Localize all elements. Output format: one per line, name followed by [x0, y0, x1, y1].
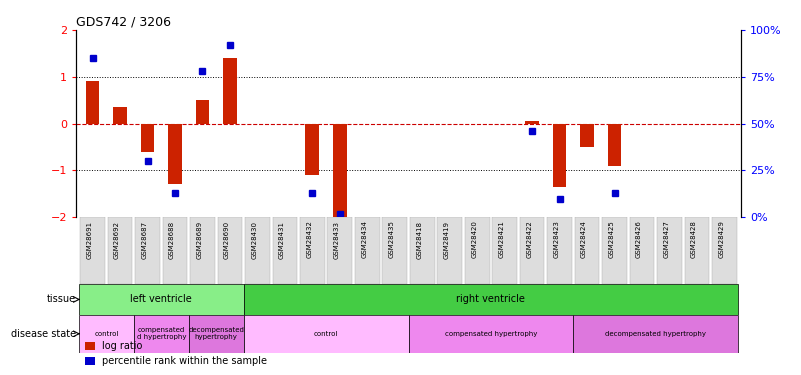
Text: GSM28433: GSM28433: [334, 220, 340, 259]
Text: GSM28421: GSM28421: [499, 220, 505, 258]
Bar: [355, 217, 380, 284]
Bar: [195, 100, 209, 124]
Bar: [333, 124, 347, 217]
Bar: [602, 217, 627, 284]
Text: GSM28427: GSM28427: [663, 220, 670, 258]
Bar: [245, 217, 270, 284]
Bar: [712, 217, 737, 284]
Text: GSM28691: GSM28691: [87, 220, 93, 259]
Bar: [244, 284, 739, 315]
Text: GSM28423: GSM28423: [553, 220, 560, 258]
Bar: [300, 217, 324, 284]
Bar: [547, 217, 572, 284]
Text: GSM28419: GSM28419: [444, 220, 449, 259]
Text: GSM28432: GSM28432: [306, 220, 312, 258]
Bar: [382, 217, 407, 284]
Text: right ventricle: right ventricle: [457, 294, 525, 304]
Bar: [163, 217, 187, 284]
Text: control: control: [314, 331, 338, 337]
Bar: [272, 217, 297, 284]
Text: GSM28688: GSM28688: [169, 220, 175, 259]
Bar: [580, 124, 594, 147]
Text: GSM28420: GSM28420: [471, 220, 477, 258]
Text: GSM28426: GSM28426: [636, 220, 642, 258]
Bar: [574, 315, 739, 352]
Text: GSM28422: GSM28422: [526, 220, 532, 258]
Bar: [168, 124, 182, 184]
Bar: [553, 124, 566, 187]
Text: GSM28429: GSM28429: [718, 220, 724, 258]
Bar: [190, 217, 215, 284]
Bar: [465, 217, 489, 284]
Bar: [134, 315, 189, 352]
Text: left ventricle: left ventricle: [131, 294, 192, 304]
Bar: [630, 217, 654, 284]
Bar: [80, 217, 105, 284]
Bar: [86, 81, 99, 124]
Bar: [437, 217, 462, 284]
Text: GDS742 / 3206: GDS742 / 3206: [76, 16, 171, 29]
Text: decompensated hypertrophy: decompensated hypertrophy: [606, 331, 706, 337]
Bar: [493, 217, 517, 284]
Bar: [78, 284, 244, 315]
Text: GSM28424: GSM28424: [581, 220, 587, 258]
Bar: [223, 58, 237, 124]
Bar: [78, 315, 134, 352]
Bar: [189, 315, 244, 352]
Bar: [410, 217, 435, 284]
Text: GSM28687: GSM28687: [142, 220, 147, 259]
Bar: [657, 217, 682, 284]
Bar: [244, 315, 409, 352]
Text: GSM28428: GSM28428: [691, 220, 697, 258]
Bar: [685, 217, 710, 284]
Bar: [409, 315, 574, 352]
Bar: [107, 217, 132, 284]
Legend: log ratio, percentile rank within the sample: log ratio, percentile rank within the sa…: [81, 338, 272, 370]
Bar: [525, 121, 539, 124]
Bar: [218, 217, 242, 284]
Text: GSM28690: GSM28690: [224, 220, 230, 259]
Text: GSM28689: GSM28689: [196, 220, 203, 259]
Text: GSM28430: GSM28430: [252, 220, 257, 259]
Bar: [135, 217, 160, 284]
Text: disease state: disease state: [11, 329, 76, 339]
Bar: [520, 217, 545, 284]
Bar: [305, 124, 320, 175]
Text: GSM28425: GSM28425: [609, 220, 614, 258]
Bar: [575, 217, 599, 284]
Bar: [141, 124, 155, 152]
Bar: [113, 107, 127, 124]
Text: GSM28434: GSM28434: [361, 220, 368, 258]
Text: decompensated
hypertrophy: decompensated hypertrophy: [188, 327, 244, 340]
Bar: [328, 217, 352, 284]
Text: GSM28418: GSM28418: [417, 220, 422, 259]
Text: tissue: tissue: [47, 294, 76, 304]
Text: compensated hypertrophy: compensated hypertrophy: [445, 331, 537, 337]
Text: compensated
d hypertrophy: compensated d hypertrophy: [136, 327, 186, 340]
Bar: [608, 124, 622, 166]
Text: GSM28692: GSM28692: [114, 220, 120, 259]
Text: GSM28431: GSM28431: [279, 220, 285, 259]
Text: control: control: [95, 331, 119, 337]
Text: GSM28435: GSM28435: [388, 220, 395, 258]
